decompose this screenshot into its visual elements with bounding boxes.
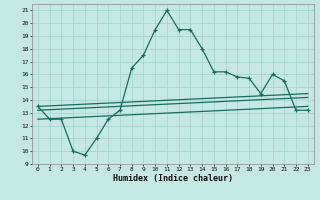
X-axis label: Humidex (Indice chaleur): Humidex (Indice chaleur) <box>113 174 233 183</box>
